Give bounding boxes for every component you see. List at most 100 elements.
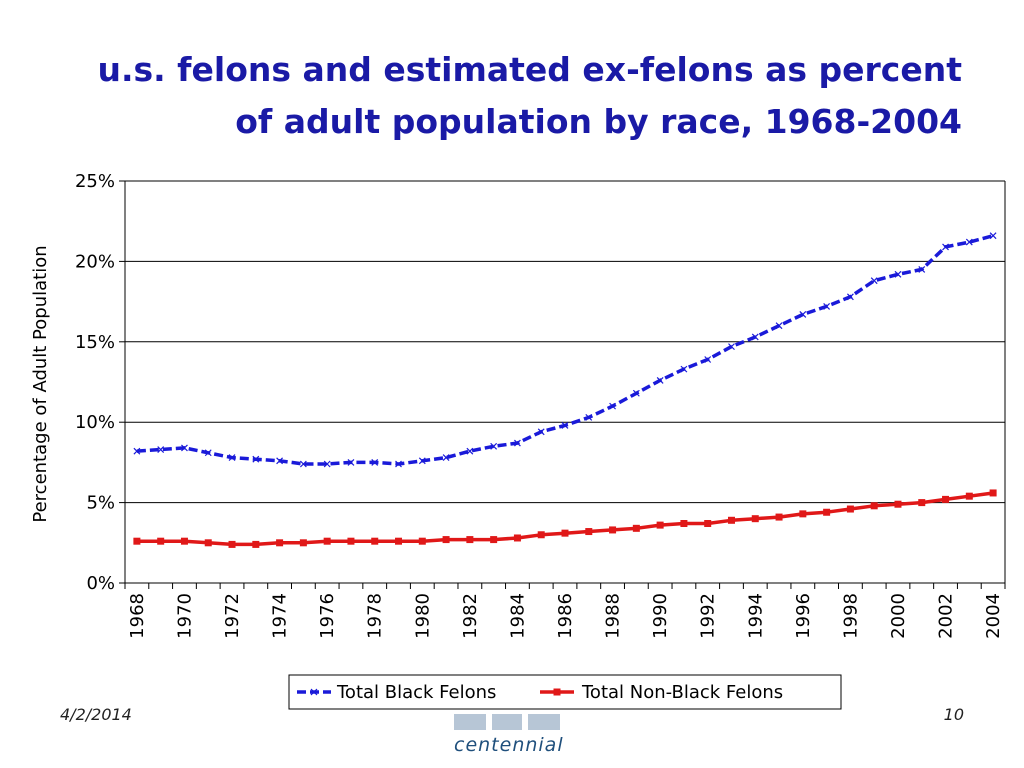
x-tick-label: 1974: [270, 593, 291, 639]
chart-title-line-1: u.s. felons and estimated ex-felons as p…: [97, 50, 962, 89]
x-tick-label: 1982: [460, 593, 481, 639]
data-point: [395, 460, 402, 468]
data-point: [442, 536, 450, 544]
data-point: [823, 302, 831, 310]
y-tick-label: 10%: [75, 412, 115, 433]
y-tick-label: 0%: [86, 573, 115, 594]
legend-marker: [310, 688, 318, 696]
data-point: [157, 537, 165, 545]
data-point: [299, 539, 307, 547]
data-point: [918, 499, 926, 507]
data-point: [228, 540, 236, 548]
data-point: [585, 413, 593, 421]
data-point: [490, 442, 498, 450]
data-point: [870, 502, 878, 510]
data-point: [228, 454, 236, 462]
data-point: [181, 444, 188, 452]
data-point: [823, 508, 831, 516]
y-tick-label: 5%: [86, 493, 115, 514]
data-point: [347, 537, 355, 545]
data-point: [442, 454, 450, 462]
data-point: [751, 333, 759, 341]
axes: [119, 180, 1006, 589]
tick-labels: 0% 5% 10% 15% 20% 25% 1968 1970 1972 1974 1976 1978…: [30, 171, 1004, 639]
data-point: [704, 356, 712, 363]
legend-entry: Total Black Felons: [297, 682, 496, 703]
data-point: [323, 460, 331, 468]
gridlines: [125, 180, 1005, 504]
page-number: 10: [943, 705, 964, 724]
x-tick-label: 1984: [507, 593, 528, 639]
data-point: [799, 311, 807, 318]
data-point: [466, 536, 474, 544]
legend-marker: [553, 688, 561, 696]
data-point: [727, 516, 735, 524]
series-non-black-felons: [133, 489, 997, 548]
data-point: [942, 243, 949, 251]
x-tick-label: 2000: [888, 593, 909, 639]
data-point: [371, 458, 379, 466]
y-axis-title: Percentage of Adult Population: [30, 245, 51, 522]
data-point: [989, 489, 997, 497]
data-point: [180, 537, 188, 545]
data-point: [299, 460, 307, 468]
data-point: [609, 402, 616, 410]
data-point: [276, 539, 284, 547]
y-tick-label: 20%: [75, 251, 115, 272]
series-lines: [133, 232, 997, 548]
series-line: [136, 491, 994, 547]
legend-entry: Total Non-Black Felons: [540, 682, 783, 703]
data-point: [252, 540, 260, 548]
x-tick-label: 1986: [555, 593, 576, 639]
x-tick-label: 1980: [412, 593, 433, 639]
data-point: [133, 447, 141, 455]
data-point: [347, 458, 355, 466]
x-tick-label: 1972: [222, 593, 243, 639]
data-point: [751, 515, 759, 523]
data-point: [775, 513, 783, 521]
data-point: [632, 389, 640, 397]
data-point: [466, 447, 474, 455]
data-point: [490, 536, 498, 544]
data-point: [561, 421, 569, 429]
x-tick-label: 1996: [793, 593, 814, 639]
x-tick-label: 1978: [365, 593, 386, 639]
x-tick-label: 2002: [936, 593, 957, 639]
x-tick-label: 1990: [650, 593, 671, 639]
data-point: [728, 343, 735, 351]
data-point: [632, 524, 640, 532]
data-point: [918, 266, 926, 273]
data-point: [204, 539, 212, 547]
legend-label: Total Non-Black Felons: [581, 682, 783, 703]
data-point: [609, 526, 617, 534]
data-point: [537, 428, 545, 436]
x-tick-label: 1998: [840, 593, 861, 639]
data-point: [894, 500, 902, 508]
data-point: [561, 529, 569, 537]
x-tick-label: 1970: [174, 593, 195, 639]
series-line: [136, 234, 994, 466]
data-point: [775, 322, 783, 330]
data-point: [514, 439, 521, 447]
x-tick-label: 2004: [983, 593, 1004, 639]
data-point: [846, 505, 854, 513]
data-point: [704, 520, 712, 528]
x-tick-label: 1968: [127, 593, 148, 639]
data-point: [989, 232, 997, 240]
series-black-felons: [133, 232, 997, 468]
data-point: [656, 376, 664, 384]
data-point: [395, 537, 403, 545]
y-tick-label: 25%: [75, 171, 115, 192]
data-point: [894, 270, 902, 278]
data-point: [133, 537, 141, 545]
data-point: [680, 365, 688, 373]
data-point: [204, 449, 212, 457]
data-point: [276, 457, 284, 465]
legend-label: Total Black Felons: [336, 682, 496, 703]
data-point: [680, 520, 688, 528]
chart-title-line-2: of adult population by race, 1968-2004: [235, 102, 962, 141]
data-point: [846, 293, 854, 301]
y-tick-label: 15%: [75, 332, 115, 353]
x-tick-label: 1976: [317, 593, 338, 639]
